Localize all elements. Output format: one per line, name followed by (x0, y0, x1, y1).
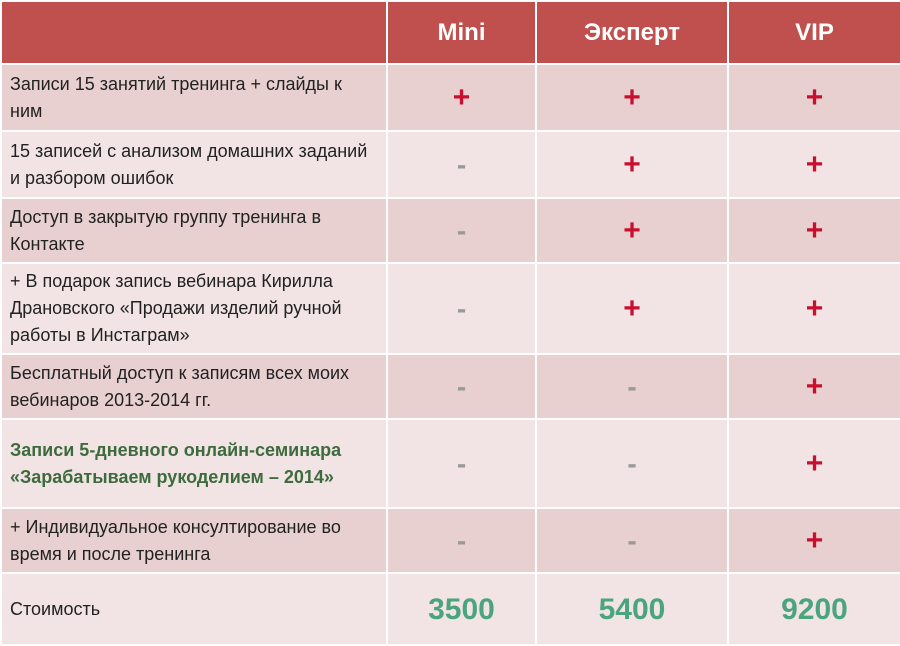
feature-row: Бесплатный доступ к записям всех моих ве… (0, 353, 900, 420)
excluded-dash-icon: - (386, 262, 537, 355)
header-empty (0, 0, 388, 65)
price-value: 5400 (535, 572, 729, 646)
feature-row: Записи 5-дневного онлайн-семинара «Зараб… (0, 418, 900, 509)
price-value: 9200 (727, 572, 900, 646)
feature-label: Доступ в закрытую группу тренинга в Конт… (0, 197, 388, 264)
included-plus-icon: + (727, 507, 900, 574)
excluded-dash-icon: - (535, 353, 729, 420)
included-plus-icon: + (727, 130, 900, 199)
excluded-dash-icon: - (535, 418, 729, 509)
excluded-dash-icon: - (386, 197, 537, 264)
feature-row: + Индивидуальное консултирование во врем… (0, 507, 900, 574)
excluded-dash-icon: - (386, 130, 537, 199)
feature-label: Записи 5-дневного онлайн-семинара «Зараб… (0, 418, 388, 509)
excluded-dash-icon: - (386, 507, 537, 574)
included-plus-icon: + (727, 63, 900, 132)
included-plus-icon: + (727, 262, 900, 355)
included-plus-icon: + (535, 262, 729, 355)
header-vip: VIP (727, 0, 900, 65)
feature-label: Записи 15 занятий тренинга + слайды к ни… (0, 63, 388, 132)
included-plus-icon: + (535, 130, 729, 199)
feature-row: Доступ в закрытую группу тренинга в Конт… (0, 197, 900, 264)
price-label: Стоимость (0, 572, 388, 646)
included-plus-icon: + (535, 197, 729, 264)
header-expert: Эксперт (535, 0, 729, 65)
feature-label: + В подарок запись вебинара Кирилла Дран… (0, 262, 388, 355)
feature-label: 15 записей с анализом домашних заданий и… (0, 130, 388, 199)
included-plus-icon: + (727, 418, 900, 509)
header-mini: Mini (386, 0, 537, 65)
feature-label: + Индивидуальное консултирование во врем… (0, 507, 388, 574)
excluded-dash-icon: - (535, 507, 729, 574)
excluded-dash-icon: - (386, 418, 537, 509)
included-plus-icon: + (535, 63, 729, 132)
header-row: Mini Эксперт VIP (0, 0, 900, 65)
feature-label: Бесплатный доступ к записям всех моих ве… (0, 353, 388, 420)
feature-row: 15 записей с анализом домашних заданий и… (0, 130, 900, 199)
included-plus-icon: + (386, 63, 537, 132)
included-plus-icon: + (727, 353, 900, 420)
price-row: Стоимость 3500 5400 9200 (0, 572, 900, 646)
included-plus-icon: + (727, 197, 900, 264)
excluded-dash-icon: - (386, 353, 537, 420)
feature-row: Записи 15 занятий тренинга + слайды к ни… (0, 63, 900, 132)
feature-row: + В подарок запись вебинара Кирилла Дран… (0, 262, 900, 355)
price-value: 3500 (386, 572, 537, 646)
